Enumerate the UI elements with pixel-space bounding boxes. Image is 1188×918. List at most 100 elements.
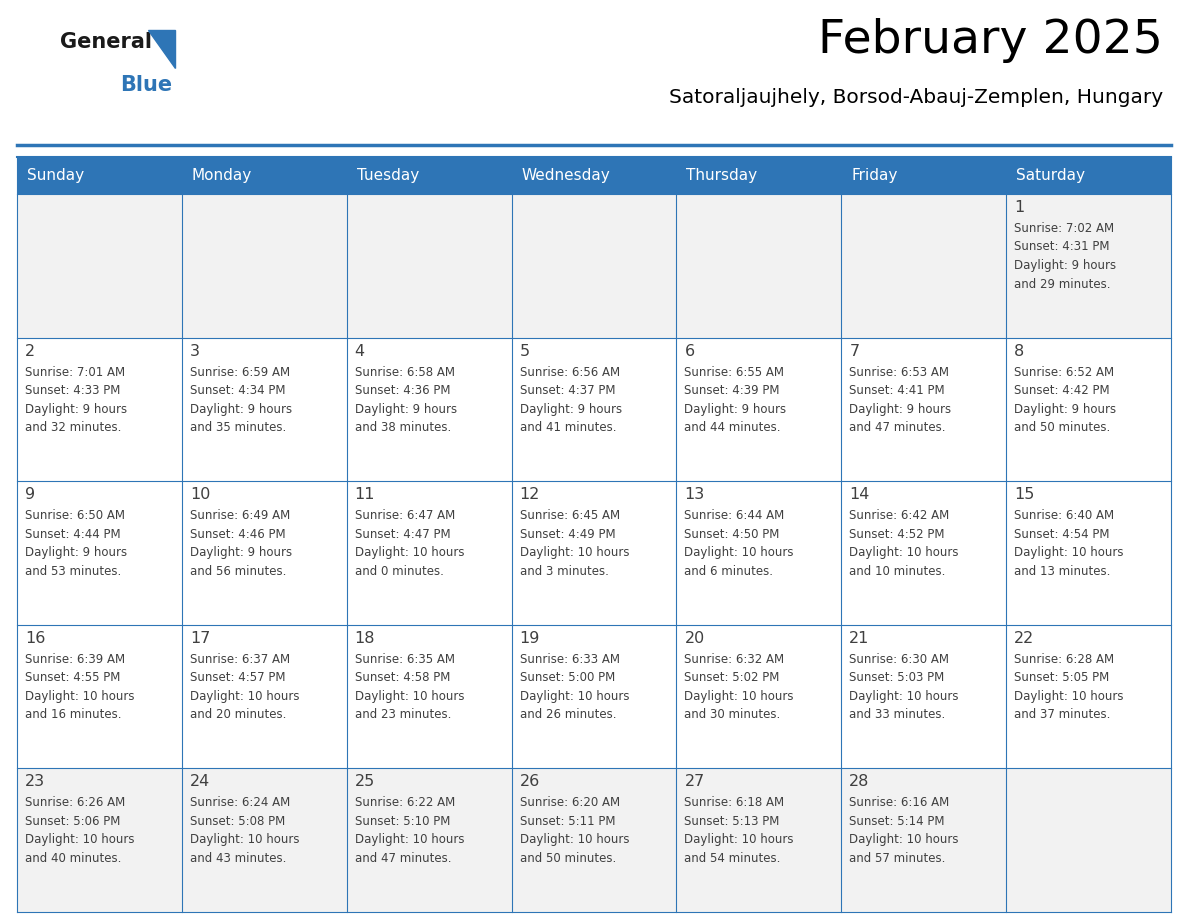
Text: Sunrise: 6:26 AM: Sunrise: 6:26 AM bbox=[25, 797, 125, 810]
Bar bbox=[182, 194, 347, 338]
Text: Sunset: 4:54 PM: Sunset: 4:54 PM bbox=[1015, 528, 1110, 541]
Text: 6: 6 bbox=[684, 343, 695, 359]
Text: Saturday: Saturday bbox=[1016, 168, 1085, 183]
Text: 23: 23 bbox=[25, 775, 45, 789]
Text: Sunrise: 7:02 AM: Sunrise: 7:02 AM bbox=[1015, 222, 1114, 235]
Text: Daylight: 9 hours: Daylight: 9 hours bbox=[190, 546, 292, 559]
Bar bbox=[841, 338, 1006, 481]
Text: and 43 minutes.: and 43 minutes. bbox=[190, 852, 286, 865]
Text: Sunset: 5:06 PM: Sunset: 5:06 PM bbox=[25, 815, 120, 828]
Text: Sunset: 5:05 PM: Sunset: 5:05 PM bbox=[1015, 671, 1110, 684]
Text: and 30 minutes.: and 30 minutes. bbox=[684, 709, 781, 722]
Text: Daylight: 9 hours: Daylight: 9 hours bbox=[684, 403, 786, 416]
Bar bbox=[347, 194, 512, 338]
Bar bbox=[182, 768, 347, 912]
Text: and 38 minutes.: and 38 minutes. bbox=[355, 421, 451, 434]
Text: Daylight: 10 hours: Daylight: 10 hours bbox=[849, 689, 959, 703]
Text: Sunset: 5:13 PM: Sunset: 5:13 PM bbox=[684, 815, 779, 828]
Text: and 50 minutes.: and 50 minutes. bbox=[1015, 421, 1111, 434]
Text: 19: 19 bbox=[519, 631, 541, 645]
Text: Daylight: 9 hours: Daylight: 9 hours bbox=[25, 403, 127, 416]
Text: and 47 minutes.: and 47 minutes. bbox=[355, 852, 451, 865]
Text: Sunset: 5:11 PM: Sunset: 5:11 PM bbox=[519, 815, 615, 828]
Text: Sunset: 5:08 PM: Sunset: 5:08 PM bbox=[190, 815, 285, 828]
Text: Sunset: 4:41 PM: Sunset: 4:41 PM bbox=[849, 384, 944, 397]
Text: and 0 minutes.: and 0 minutes. bbox=[355, 565, 443, 577]
Text: Sunset: 4:42 PM: Sunset: 4:42 PM bbox=[1015, 384, 1110, 397]
Text: Sunset: 4:58 PM: Sunset: 4:58 PM bbox=[355, 671, 450, 684]
Text: 24: 24 bbox=[190, 775, 210, 789]
Text: Sunset: 4:37 PM: Sunset: 4:37 PM bbox=[519, 384, 615, 397]
Text: Sunrise: 6:58 AM: Sunrise: 6:58 AM bbox=[355, 365, 455, 378]
Text: and 47 minutes.: and 47 minutes. bbox=[849, 421, 946, 434]
Text: Sunset: 5:10 PM: Sunset: 5:10 PM bbox=[355, 815, 450, 828]
Text: and 6 minutes.: and 6 minutes. bbox=[684, 565, 773, 577]
Text: and 37 minutes.: and 37 minutes. bbox=[1015, 709, 1111, 722]
Text: Daylight: 10 hours: Daylight: 10 hours bbox=[355, 834, 465, 846]
Bar bbox=[17, 157, 1171, 194]
Text: Sunset: 4:31 PM: Sunset: 4:31 PM bbox=[1015, 241, 1110, 253]
Text: and 32 minutes.: and 32 minutes. bbox=[25, 421, 121, 434]
Text: and 26 minutes.: and 26 minutes. bbox=[519, 709, 617, 722]
Bar bbox=[512, 481, 676, 625]
Text: February 2025: February 2025 bbox=[819, 18, 1163, 63]
Text: Sunrise: 6:30 AM: Sunrise: 6:30 AM bbox=[849, 653, 949, 666]
Bar bbox=[182, 338, 347, 481]
Text: Daylight: 9 hours: Daylight: 9 hours bbox=[1015, 259, 1117, 272]
Text: Sunrise: 6:18 AM: Sunrise: 6:18 AM bbox=[684, 797, 784, 810]
Text: 7: 7 bbox=[849, 343, 859, 359]
Text: Sunset: 4:55 PM: Sunset: 4:55 PM bbox=[25, 671, 120, 684]
Text: Sunset: 4:46 PM: Sunset: 4:46 PM bbox=[190, 528, 285, 541]
Text: Sunset: 4:44 PM: Sunset: 4:44 PM bbox=[25, 528, 121, 541]
Text: 15: 15 bbox=[1015, 487, 1035, 502]
Bar bbox=[17, 625, 182, 768]
Text: Sunrise: 6:20 AM: Sunrise: 6:20 AM bbox=[519, 797, 620, 810]
Text: Daylight: 10 hours: Daylight: 10 hours bbox=[849, 834, 959, 846]
Text: 22: 22 bbox=[1015, 631, 1035, 645]
Bar bbox=[347, 481, 512, 625]
Text: Daylight: 10 hours: Daylight: 10 hours bbox=[355, 546, 465, 559]
Text: Daylight: 9 hours: Daylight: 9 hours bbox=[25, 546, 127, 559]
Text: Blue: Blue bbox=[120, 75, 172, 95]
Text: 20: 20 bbox=[684, 631, 704, 645]
Text: and 44 minutes.: and 44 minutes. bbox=[684, 421, 781, 434]
Text: Daylight: 9 hours: Daylight: 9 hours bbox=[519, 403, 621, 416]
Bar bbox=[17, 481, 182, 625]
Text: Sunset: 4:57 PM: Sunset: 4:57 PM bbox=[190, 671, 285, 684]
Text: General: General bbox=[61, 32, 152, 52]
Text: Daylight: 10 hours: Daylight: 10 hours bbox=[25, 834, 134, 846]
Bar bbox=[676, 625, 841, 768]
Text: and 53 minutes.: and 53 minutes. bbox=[25, 565, 121, 577]
Bar bbox=[182, 481, 347, 625]
Bar bbox=[841, 625, 1006, 768]
Text: 4: 4 bbox=[355, 343, 365, 359]
Text: Sunset: 4:52 PM: Sunset: 4:52 PM bbox=[849, 528, 944, 541]
Bar bbox=[512, 194, 676, 338]
Bar bbox=[841, 481, 1006, 625]
Text: Sunset: 5:03 PM: Sunset: 5:03 PM bbox=[849, 671, 944, 684]
Text: Daylight: 10 hours: Daylight: 10 hours bbox=[190, 689, 299, 703]
Bar bbox=[676, 481, 841, 625]
Text: Sunset: 4:34 PM: Sunset: 4:34 PM bbox=[190, 384, 285, 397]
Text: 28: 28 bbox=[849, 775, 870, 789]
Text: Sunset: 5:00 PM: Sunset: 5:00 PM bbox=[519, 671, 615, 684]
Text: Sunset: 4:33 PM: Sunset: 4:33 PM bbox=[25, 384, 120, 397]
Text: and 29 minutes.: and 29 minutes. bbox=[1015, 277, 1111, 290]
Text: 5: 5 bbox=[519, 343, 530, 359]
Text: Daylight: 9 hours: Daylight: 9 hours bbox=[849, 403, 952, 416]
Text: and 23 minutes.: and 23 minutes. bbox=[355, 709, 451, 722]
Text: Sunset: 5:02 PM: Sunset: 5:02 PM bbox=[684, 671, 779, 684]
Text: and 35 minutes.: and 35 minutes. bbox=[190, 421, 286, 434]
Text: Daylight: 10 hours: Daylight: 10 hours bbox=[1015, 689, 1124, 703]
Text: Sunrise: 6:32 AM: Sunrise: 6:32 AM bbox=[684, 653, 784, 666]
Text: and 3 minutes.: and 3 minutes. bbox=[519, 565, 608, 577]
Text: Sunrise: 6:53 AM: Sunrise: 6:53 AM bbox=[849, 365, 949, 378]
Text: and 13 minutes.: and 13 minutes. bbox=[1015, 565, 1111, 577]
Text: Daylight: 10 hours: Daylight: 10 hours bbox=[190, 834, 299, 846]
Text: and 57 minutes.: and 57 minutes. bbox=[849, 852, 946, 865]
Text: Monday: Monday bbox=[191, 168, 252, 183]
Text: 12: 12 bbox=[519, 487, 541, 502]
Text: 9: 9 bbox=[25, 487, 36, 502]
Text: Daylight: 10 hours: Daylight: 10 hours bbox=[1015, 546, 1124, 559]
Text: Daylight: 10 hours: Daylight: 10 hours bbox=[519, 689, 630, 703]
